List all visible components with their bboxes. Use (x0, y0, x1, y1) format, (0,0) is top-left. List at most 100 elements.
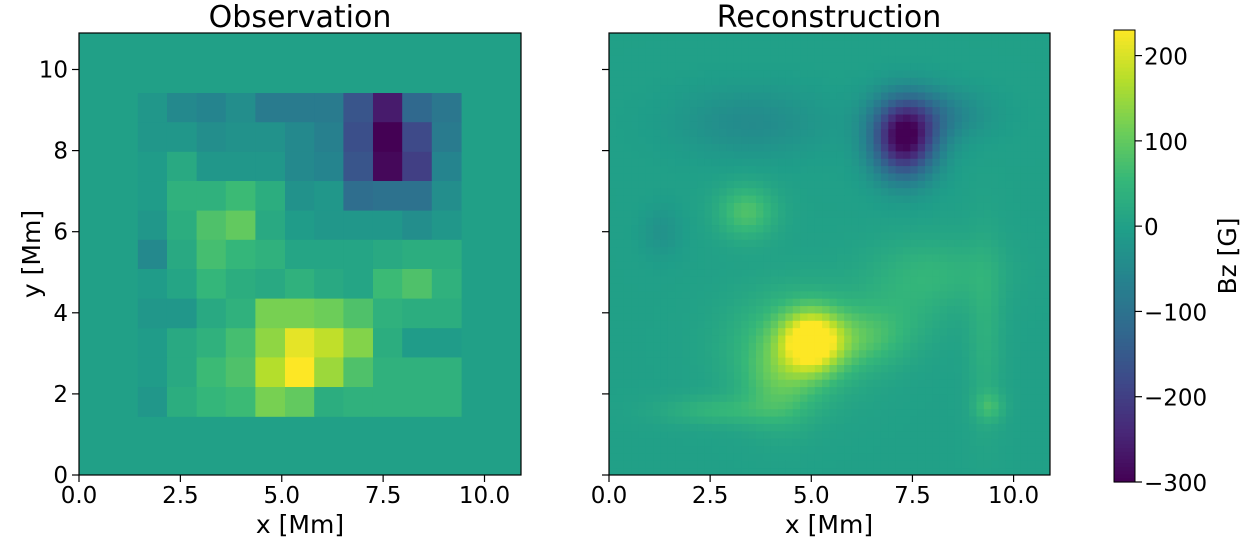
heatmap-cell (1020, 150, 1029, 159)
heatmap-cell (255, 298, 286, 329)
heatmap-cell (675, 320, 683, 329)
heatmap-cell (954, 165, 963, 174)
heatmap-cell (866, 460, 875, 469)
heatmap-cell (770, 357, 779, 365)
heatmap-cell (748, 158, 757, 167)
heatmap-cell (660, 438, 669, 447)
heatmap-cell (778, 276, 786, 284)
heatmap-cell (814, 158, 823, 167)
heatmap-cell (609, 40, 617, 49)
heatmap-cell (770, 143, 779, 152)
heatmap-cell (903, 114, 911, 122)
heatmap-cell (748, 239, 757, 248)
heatmap-cell (711, 364, 720, 373)
heatmap-cell (932, 231, 941, 240)
heatmap-cell (770, 224, 779, 233)
heatmap-cell (858, 209, 867, 218)
heatmap-cell (858, 305, 867, 314)
heatmap-cell (733, 62, 742, 71)
heatmap-cell (800, 180, 808, 189)
heatmap-cell (1027, 460, 1036, 469)
heatmap-cell (1013, 224, 1022, 233)
colorbar-band (1114, 158, 1135, 163)
heatmap-cell (741, 231, 750, 240)
heatmap-cell (638, 312, 647, 321)
heatmap-cell (939, 165, 948, 174)
heatmap-cell (866, 246, 875, 255)
heatmap-cell (991, 290, 1000, 299)
heatmap-cell (844, 121, 853, 130)
heatmap-cell (961, 180, 970, 189)
heatmap-cell (689, 438, 698, 447)
heatmap-cell (616, 77, 625, 86)
heatmap-cell (719, 393, 728, 402)
heatmap-cell (137, 181, 168, 212)
heatmap-cell (836, 47, 845, 56)
heatmap-cell (983, 452, 992, 461)
colorbar-band (1114, 143, 1135, 148)
heatmap-cell (756, 327, 764, 336)
heatmap-cell (851, 128, 860, 137)
heatmap-cell (800, 298, 808, 307)
heatmap-cell (756, 379, 764, 388)
heatmap-cell (998, 40, 1007, 49)
heatmap-cell (682, 150, 691, 159)
heatmap-cell (880, 364, 889, 373)
heatmap-cell (726, 217, 735, 226)
heatmap-cell (778, 379, 786, 388)
heatmap-cell (858, 158, 867, 167)
heatmap-cell (822, 438, 830, 447)
heatmap-cell (748, 195, 757, 203)
heatmap-cell (609, 150, 617, 159)
colorbar-band (1114, 237, 1135, 242)
heatmap-cell (822, 283, 830, 292)
heatmap-cell (925, 158, 933, 167)
heatmap-cell (675, 69, 683, 78)
heatmap-cell (1020, 460, 1029, 469)
heatmap-cell (704, 364, 713, 373)
colorbar-band (1114, 357, 1135, 363)
heatmap-cell (343, 357, 374, 388)
heatmap-cell (689, 128, 698, 137)
heatmap-cell (704, 312, 713, 321)
heatmap-cell (763, 416, 772, 424)
heatmap-cell (880, 114, 889, 122)
heatmap-cell (792, 158, 801, 167)
heatmap-cell (822, 55, 830, 63)
heatmap-cell (895, 62, 904, 71)
heatmap-cell (888, 172, 897, 181)
heatmap-cell (770, 312, 779, 321)
heatmap-cell (1027, 187, 1036, 196)
heatmap-cell (1042, 423, 1050, 432)
heatmap-cell (667, 217, 676, 226)
heatmap-cell (932, 445, 941, 454)
heatmap-cell (932, 438, 941, 447)
heatmap-cell (748, 254, 757, 262)
heatmap-cell (954, 401, 963, 410)
heatmap-cell (697, 364, 706, 373)
heatmap-cell (682, 290, 691, 299)
heatmap-cell (1042, 239, 1050, 248)
heatmap-cell (711, 195, 720, 203)
heatmap-cell (858, 172, 867, 181)
heatmap-cell (675, 261, 683, 270)
heatmap-cell (719, 452, 728, 461)
heatmap-cell (704, 349, 713, 358)
heatmap-cell (1013, 386, 1022, 395)
heatmap-cell (873, 62, 882, 71)
heatmap-cell (836, 69, 845, 78)
heatmap-cell (866, 320, 875, 329)
heatmap-cell (733, 239, 742, 248)
heatmap-cell (895, 312, 904, 321)
heatmap-cell (1035, 106, 1044, 115)
heatmap-cell (939, 393, 948, 402)
heatmap-cell (858, 246, 867, 255)
heatmap-cell (983, 224, 992, 233)
heatmap-cell (807, 320, 816, 329)
heatmap-cell (947, 187, 955, 196)
heatmap-cell (822, 342, 830, 351)
heatmap-cell (623, 172, 632, 181)
heatmap-cell (969, 393, 977, 402)
heatmap-cell (748, 298, 757, 307)
heatmap-cell (756, 224, 764, 233)
